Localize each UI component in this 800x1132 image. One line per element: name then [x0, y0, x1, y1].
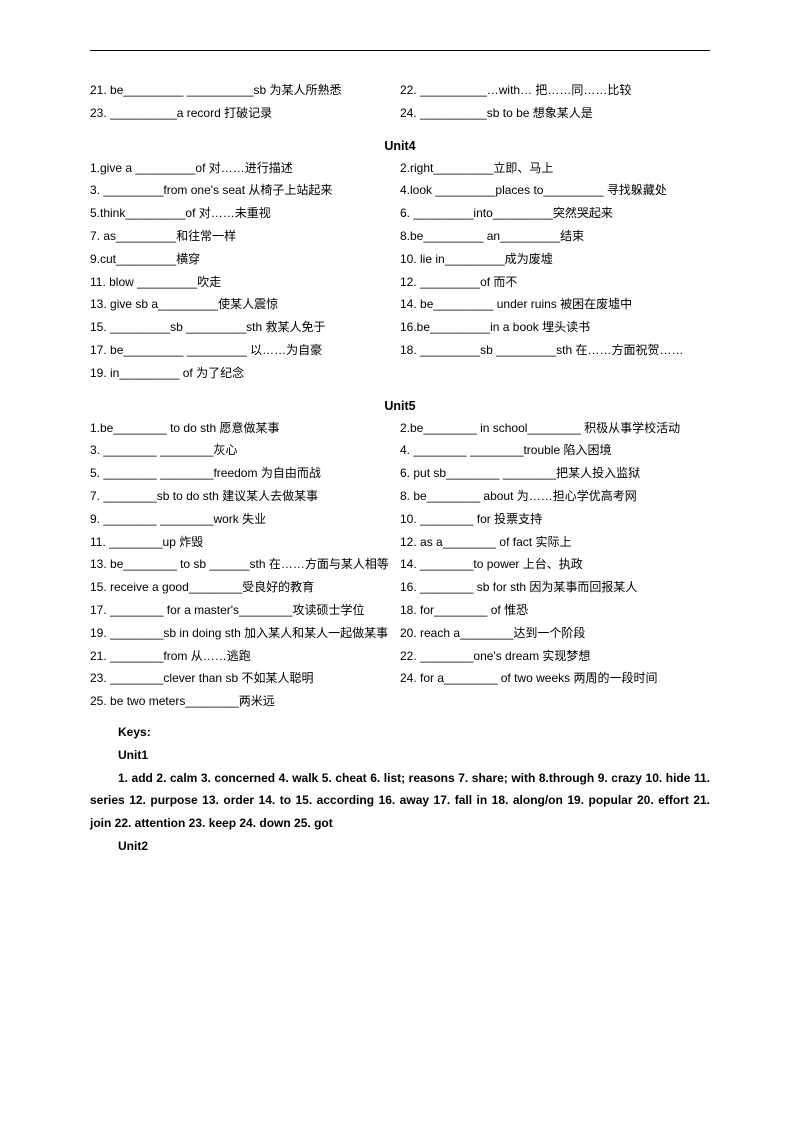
list-item: 14. be_________ under ruins 被困在废墟中 [400, 293, 710, 316]
list-item: 2.right_________立即、马上 [400, 157, 710, 180]
list-item: 7. ________sb to do sth 建议某人去做某事 [90, 485, 400, 508]
list-item: 19. in_________ of 为了纪念 [90, 362, 400, 385]
list-item: 4.look _________places to_________ 寻找躲藏处 [400, 179, 710, 202]
list-item: 7. as_________和往常一样 [90, 225, 400, 248]
list-item: 22. ________one's dream 实现梦想 [400, 645, 710, 668]
list-item: 11. ________up 炸毁 [90, 531, 400, 554]
keys-unit2-label: Unit2 [90, 835, 710, 858]
list-item: 4. ________ ________trouble 陷入困境 [400, 439, 710, 462]
list-item: 20. reach a________达到一个阶段 [400, 622, 710, 645]
item-22: 22. __________…with… 把……同……比较 [400, 79, 710, 102]
list-item: 14. ________to power 上台、执政 [400, 553, 710, 576]
item-21: 21. be_________ __________sb 为某人所熟悉 [90, 79, 400, 102]
list-item: 10. ________ for 投票支持 [400, 508, 710, 531]
list-item: 16. ________ sb for sth 因为某事而回报某人 [400, 576, 710, 599]
list-item: 17. ________ for a master's________攻读硕士学… [90, 599, 400, 622]
list-item: 15. receive a good________受良好的教育 [90, 576, 400, 599]
unit4-block: 1.give a _________of 对……进行描述2.right_____… [90, 157, 710, 385]
item-23: 23. __________a record 打破记录 [90, 102, 400, 125]
keys-unit1-label: Unit1 [90, 744, 710, 767]
list-item: 8. be________ about 为……担心学优高考网 [400, 485, 710, 508]
list-item: 3. ________ ________灰心 [90, 439, 400, 462]
list-item: 15. _________sb _________sth 救某人免于 [90, 316, 400, 339]
list-item: 24. for a________ of two weeks 两周的一段时间 [400, 667, 710, 690]
list-item: 8.be_________ an_________结束 [400, 225, 710, 248]
list-item: 19. ________sb in doing sth 加入某人和某人一起做某事 [90, 622, 400, 645]
list-item: 25. be two meters________两米远 [90, 690, 400, 713]
top-divider [90, 50, 710, 51]
list-item: 5. ________ ________freedom 为自由而战 [90, 462, 400, 485]
item-24: 24. __________sb to be 想象某人是 [400, 102, 710, 125]
list-item: 18. _________sb _________sth 在……方面祝贺…… [400, 339, 710, 362]
list-item: 1.be________ to do sth 愿意做某事 [90, 417, 400, 440]
list-item: 1.give a _________of 对……进行描述 [90, 157, 400, 180]
list-item: 12. _________of 而不 [400, 271, 710, 294]
list-item: 21. ________from 从……逃跑 [90, 645, 400, 668]
list-item: 3. _________from one's seat 从椅子上站起来 [90, 179, 400, 202]
list-item: 9.cut_________横穿 [90, 248, 400, 271]
list-item: 18. for________ of 惟恐 [400, 599, 710, 622]
list-item: 10. lie in_________成为废墟 [400, 248, 710, 271]
list-item: 9. ________ ________work 失业 [90, 508, 400, 531]
unit5-title: Unit5 [90, 399, 710, 413]
top-block: 21. be_________ __________sb 为某人所熟悉 22. … [90, 79, 710, 125]
list-item: 16.be_________in a book 埋头读书 [400, 316, 710, 339]
list-item: 17. be_________ _________ 以……为自豪 [90, 339, 400, 362]
list-item: 11. blow _________吹走 [90, 271, 400, 294]
list-item: 2.be________ in school________ 积极从事学校活动 [400, 417, 710, 440]
keys-label: Keys: [90, 721, 710, 744]
list-item: 23. ________clever than sb 不如某人聪明 [90, 667, 400, 690]
keys-unit1-body: 1. add 2. calm 3. concerned 4. walk 5. c… [90, 767, 710, 835]
list-item: 6. put sb________ ________把某人投入监狱 [400, 462, 710, 485]
list-item: 13. be________ to sb ______sth 在……方面与某人相… [90, 553, 400, 576]
list-item: 13. give sb a_________使某人震惊 [90, 293, 400, 316]
list-item [400, 362, 710, 385]
keys-block: Keys: Unit1 1. add 2. calm 3. concerned … [90, 721, 710, 858]
list-item [400, 690, 710, 713]
unit5-block: 1.be________ to do sth 愿意做某事2.be________… [90, 417, 710, 713]
list-item: 12. as a________ of fact 实际上 [400, 531, 710, 554]
list-item: 6. _________into_________突然哭起来 [400, 202, 710, 225]
list-item: 5.think_________of 对……未重视 [90, 202, 400, 225]
unit4-title: Unit4 [90, 139, 710, 153]
